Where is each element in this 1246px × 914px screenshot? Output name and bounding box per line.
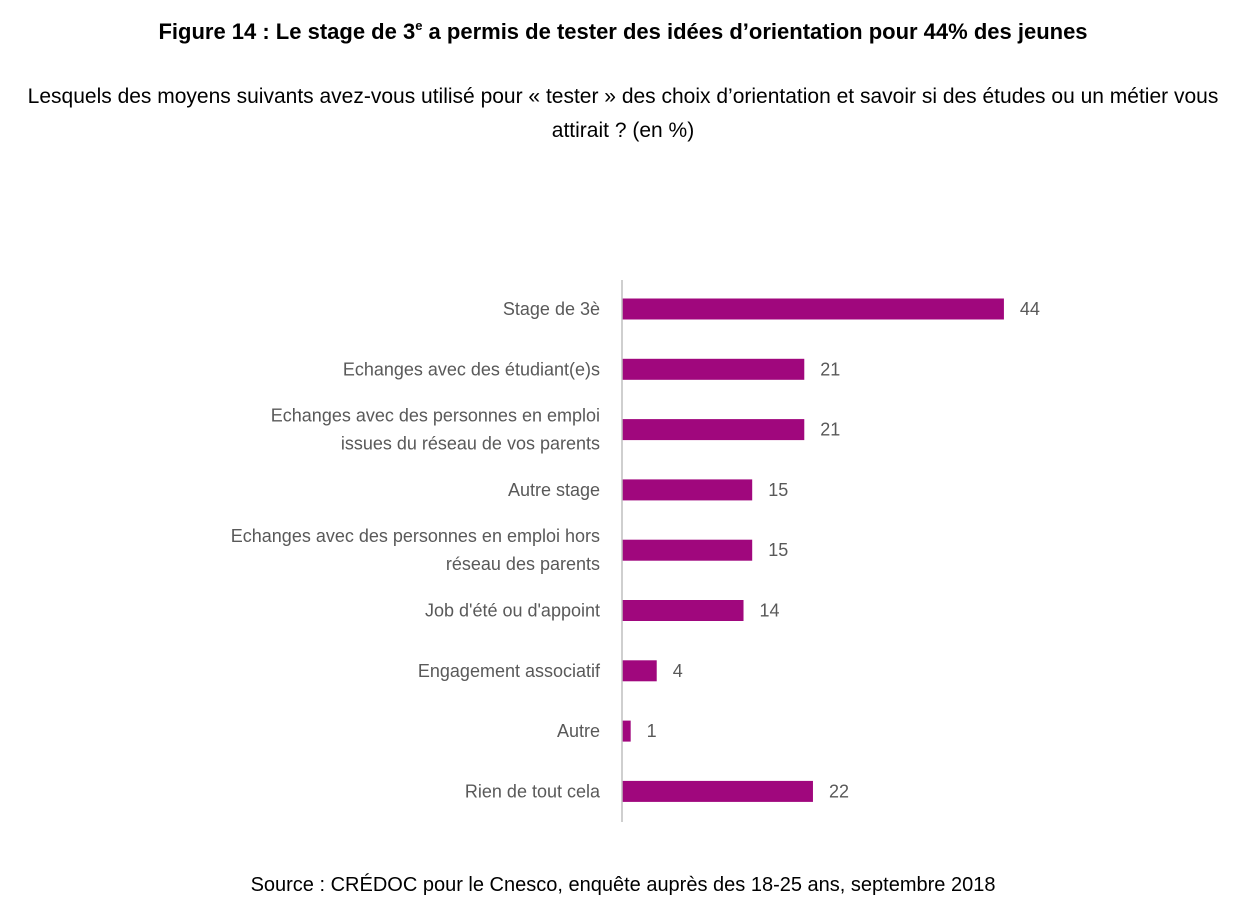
category-label: Autre stage [508,480,600,500]
data-label: 21 [820,420,840,440]
data-label: 1 [647,721,657,741]
bar [622,660,657,682]
category-label: Rien de tout cela [465,781,601,801]
data-label: 44 [1020,299,1040,319]
category-label: Job d'été ou d'appoint [425,601,600,621]
category-label: Engagement associatif [418,661,601,681]
value-labels-group: 44 21 21 15 15 14 4 1 22 [647,299,1040,801]
chart-title: Figure 14 : Le stage de 3e a permis de t… [0,16,1246,48]
chart-title-superscript: e [415,18,423,33]
category-label: Echanges avec des étudiant(e)s [343,359,600,379]
chart-subtitle: Lesquels des moyens suivants avez-vous u… [27,85,1219,142]
bar [622,298,1004,320]
category-label: Stage de 3è [503,299,600,319]
data-label: 14 [760,601,780,621]
category-label: Autre [557,721,600,741]
chart-title-rest: a permis de tester des idées d’orientati… [422,19,1088,44]
bar [622,780,813,802]
bar [622,539,753,561]
category-label: réseau des parents [446,554,600,574]
chart-source: Source : CRÉDOC pour le Cnesco, enquête … [250,874,996,896]
bar [622,419,805,441]
category-label: Echanges avec des personnes en emploi [271,406,600,426]
bar [622,720,631,742]
data-label: 15 [768,480,788,500]
data-label: 22 [829,781,849,801]
bar [622,600,744,621]
category-label: issues du réseau de vos parents [341,434,600,454]
data-label: 21 [820,359,840,379]
bars-group [622,298,1004,802]
category-labels-group: Stage de 3è Echanges avec des étudiant(e)… [231,299,601,801]
chart-title-main: Figure 14 : Le stage de 3 [158,19,416,44]
data-label: 15 [768,540,788,560]
data-label: 4 [673,661,683,681]
bar [622,479,753,501]
category-label: Echanges avec des personnes en emploi ho… [231,526,600,546]
bar [622,358,805,380]
